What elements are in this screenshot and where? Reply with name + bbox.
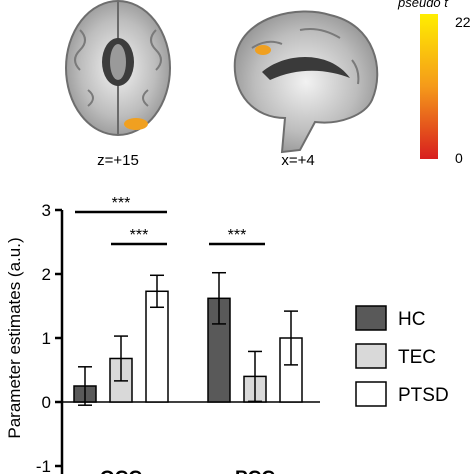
colorbar	[420, 14, 438, 159]
x-group-label: PCC	[235, 468, 275, 474]
legend-label-ptsd: PTSD	[398, 385, 449, 406]
legend-swatch-ptsd	[355, 381, 387, 407]
axial-slice-label: z=+15	[97, 152, 139, 169]
sagittal-slice-label: x=+4	[281, 152, 314, 169]
legend: HC TEC PTSD	[355, 305, 449, 407]
significance-label: ***	[112, 195, 131, 212]
x-group-label: OCC	[100, 468, 143, 474]
bar-chart: Parameter estimates (a.u.) -1 0 1 2 3 *** ***…	[5, 195, 320, 474]
y-tick-label: 3	[42, 201, 51, 220]
y-tick-label: -1	[36, 457, 51, 474]
colorbar-max-label: 22	[455, 14, 471, 30]
colorbar-title: pseudo t	[397, 0, 449, 10]
legend-label-hc: HC	[398, 309, 425, 330]
colorbar-min-label: 0	[455, 150, 463, 166]
y-tick-label: 1	[42, 329, 51, 348]
legend-label-tec: TEC	[398, 347, 436, 368]
axial-activation-blob	[124, 118, 148, 130]
legend-swatch-hc	[355, 305, 387, 331]
y-axis-label: Parameter estimates (a.u.)	[5, 237, 24, 438]
y-tick-label: 0	[42, 393, 51, 412]
y-tick-label: 2	[42, 265, 51, 284]
sagittal-activation-blob	[255, 45, 271, 55]
significance-label: ***	[228, 227, 247, 244]
sagittal-brain-image	[233, 10, 379, 154]
legend-swatch-tec	[355, 343, 387, 369]
significance-label: ***	[130, 227, 149, 244]
axial-brain-image	[65, 0, 171, 136]
